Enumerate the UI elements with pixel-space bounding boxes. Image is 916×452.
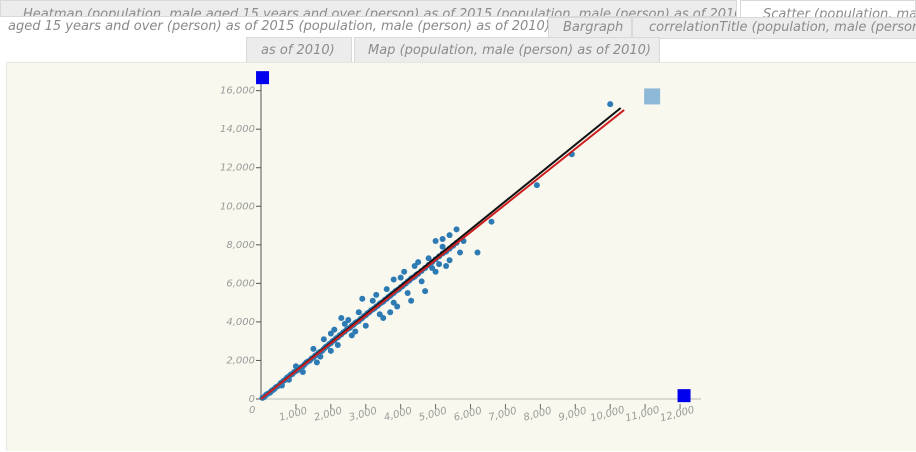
data-point [429,264,436,271]
tab-map-continued-label: as of 2010) [261,43,335,58]
data-point [387,309,394,316]
tab-bargraph-label: Bargraph [563,20,624,35]
data-point [422,288,429,295]
data-point [418,278,425,285]
y-tick-label: 4,000 [226,317,255,328]
top-left-resize-handle[interactable] [256,71,270,85]
data-point [394,303,401,310]
data-point [383,286,390,293]
data-point [415,259,422,266]
regression-line [260,109,625,400]
x-tick-label: 1,000 [278,406,309,424]
y-tick-label: 8,000 [226,240,255,251]
data-point [310,345,317,352]
data-point [334,342,341,349]
data-point [607,101,614,108]
legend-swatch [644,88,661,105]
data-point [404,290,411,296]
data-point [373,291,380,298]
bottom-right-resize-handle[interactable] [677,389,691,403]
x-tick-label: 2,000 [313,406,344,424]
tab-scatter-label: Scatter (population, male [763,7,916,17]
data-point [345,316,352,323]
data-point [352,328,359,335]
data-point [457,249,464,256]
chart-panel: 0 2,000 4,000 6,000 8,000 10,000 12,000 14,000 1… [6,62,916,451]
data-point [390,276,397,283]
y-tick-label: 16,000 [220,86,255,97]
x-tick-label: 10,000 [589,405,626,425]
tab-heatmap-label: Heatmap (population, male aged 15 years … [23,7,737,17]
x-tick-label: 7,000 [488,406,519,424]
x-tick-label: 3,000 [348,406,379,424]
data-point [436,261,443,268]
y-tick-label: 2,000 [226,355,255,366]
data-point [362,322,369,329]
y-tick-label: 12,000 [220,163,255,174]
data-point [355,309,362,316]
data-point [439,236,446,243]
data-point [432,268,439,275]
data-point [533,182,540,189]
x-tick-label: 12,000 [659,405,696,425]
tab-scatter[interactable]: Scatter (population, male [740,0,916,17]
x-tick-label: 0 [249,405,255,416]
tab-map-label: Map (population, male (person) as of 201… [368,43,651,58]
data-point [446,257,453,264]
y-tick-label: 0 [249,394,255,405]
x-tick-label: 5,000 [418,406,449,424]
data-point [320,336,327,343]
data-point [408,297,415,304]
scatter-chart: 0 2,000 4,000 6,000 8,000 10,000 12,000 14,000 1… [220,71,701,425]
y-tick-label: 6,000 [226,278,255,289]
data-point [359,295,366,302]
data-point [313,359,320,366]
data-point [331,326,338,333]
data-point [327,347,334,354]
data-point [390,299,397,306]
data-point [425,255,432,262]
data-point [376,311,383,318]
selection-handles[interactable] [256,71,691,403]
data-point [432,237,439,244]
data-point [317,353,324,360]
tab-heatmap[interactable]: Heatmap (population, male aged 15 years … [0,0,737,17]
data-point [439,243,446,250]
y-tick-label: 10,000 [220,201,255,212]
data-point [348,332,355,339]
data-point [411,263,418,270]
data-point [446,232,453,239]
x-tick-label: 6,000 [453,406,484,424]
x-tick-label: 8,000 [522,406,553,424]
data-point [453,226,460,233]
x-tick-label: 4,000 [383,406,414,424]
x-tick-label: 11,000 [624,405,661,425]
y-tick-label: 14,000 [220,124,255,135]
data-point [327,330,334,337]
data-point [338,315,345,322]
data-points [259,101,614,401]
data-point [299,369,306,376]
data-point [443,263,450,270]
data-point [474,249,481,256]
trend-lines [260,107,625,400]
tab-map[interactable]: Map (population, male (person) as of 201… [354,37,660,63]
data-point [397,274,404,281]
data-point [369,297,376,304]
data-point [401,268,408,275]
data-point [488,218,495,225]
data-point [292,363,299,370]
tab-correlation[interactable]: aged 15 years and over (person) as of 20… [0,17,550,39]
tab-bargraph[interactable]: Bargraph [548,17,632,39]
tab-correlation-title-label: correlationTitle (population, male (pers… [649,20,916,35]
tab-map-continued[interactable]: as of 2010) [246,37,352,63]
data-point [380,315,387,322]
x-tick-label: 9,000 [557,406,588,424]
tab-correlation-title[interactable]: correlationTitle (population, male (pers… [632,17,916,39]
tab-correlation-label: aged 15 years and over (person) as of 20… [8,19,550,34]
data-point [341,320,348,327]
